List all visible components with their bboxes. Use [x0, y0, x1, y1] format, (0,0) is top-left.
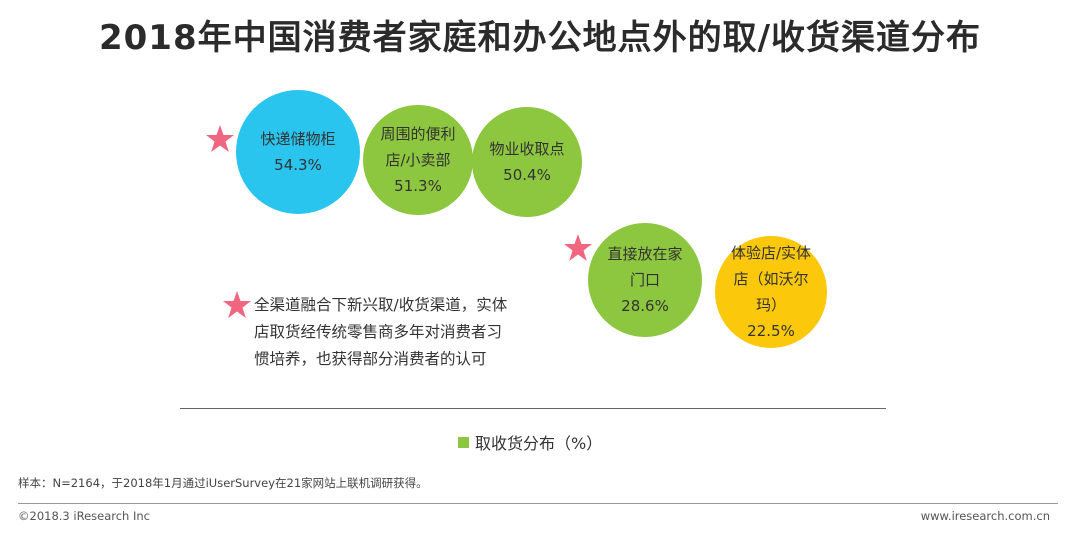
- website-link[interactable]: www.iresearch.com.cn: [920, 509, 1050, 523]
- bubble-value: 22.5%: [747, 322, 795, 340]
- bubble-4: 直接放在家门口 28.6%: [588, 223, 702, 337]
- legend-label: 取收货分布（%）: [475, 434, 603, 453]
- legend: 取收货分布（%）: [458, 430, 602, 454]
- footer-divider: [18, 503, 1058, 504]
- legend-swatch: [458, 436, 469, 448]
- star-icon: [564, 234, 592, 261]
- star-icon: [206, 125, 234, 152]
- bubble-value: 51.3%: [394, 177, 442, 195]
- bubble-value: 54.3%: [274, 156, 322, 174]
- bubble-value: 50.4%: [503, 166, 551, 184]
- bubble-label: 物业收取点: [489, 140, 565, 158]
- sample-note: 样本：N=2164，于2018年1月通过iUserSurvey在21家网站上联机…: [18, 476, 428, 490]
- annotation-note: 全渠道融合下新兴取/收货渠道，实体店取货经传统零售商多年对消费者习惯培养，也获得…: [254, 296, 508, 368]
- bubble-label: 体验店/实体店（如沃尔玛）: [730, 244, 812, 314]
- copyright: ©2018.3 iResearch Inc: [18, 509, 150, 523]
- chart-divider: [180, 408, 886, 409]
- bubble-label: 周围的便利店/小卖部: [380, 125, 456, 169]
- bubble-2: 周围的便利店/小卖部 51.3%: [363, 105, 473, 215]
- bubble-label: 直接放在家门口: [607, 245, 683, 289]
- bubble-value: 28.6%: [621, 297, 669, 315]
- star-icon: [223, 291, 251, 318]
- bubble-5: 体验店/实体店（如沃尔玛） 22.5%: [715, 236, 827, 348]
- page-title: 2018年中国消费者家庭和办公地点外的取/收货渠道分布: [98, 18, 982, 58]
- bubble-1: 快递储物柜 54.3%: [236, 90, 360, 214]
- bubble-3: 物业收取点 50.4%: [472, 107, 582, 217]
- bubble-label: 快递储物柜: [260, 130, 336, 148]
